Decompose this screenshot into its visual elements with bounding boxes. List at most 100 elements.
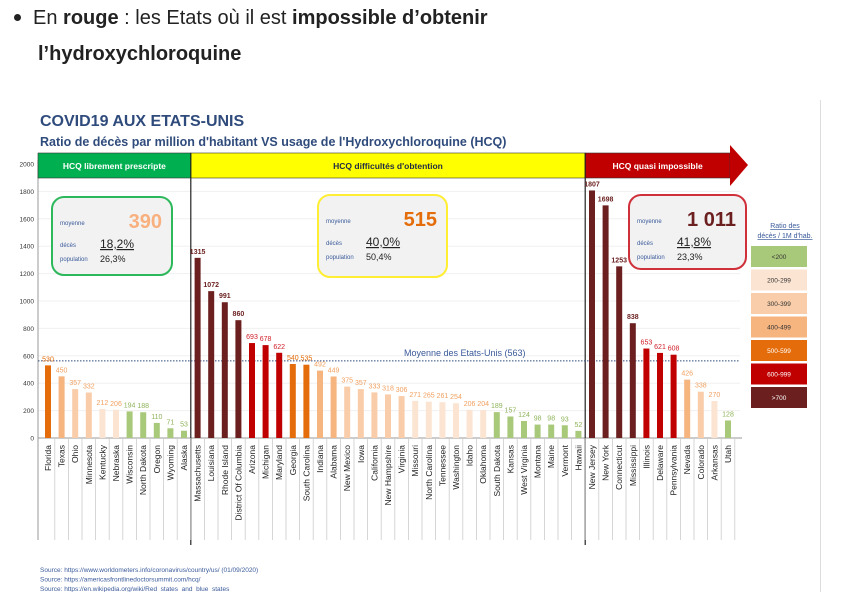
group-header-1	[190, 152, 586, 179]
bar-value-label: 608	[668, 346, 680, 353]
bar-indiana	[317, 370, 323, 438]
image-border	[820, 100, 821, 592]
stats-moyenne-value: 515	[404, 209, 437, 231]
bar-value-label: 204	[477, 401, 489, 408]
bar-missouri	[412, 400, 419, 438]
y-tick-label: 1000	[20, 299, 35, 306]
bar-value-label: 53	[180, 422, 188, 429]
stats-population-label: population	[326, 255, 354, 261]
bar-value-label: 693	[246, 334, 258, 341]
bar-montana	[534, 424, 541, 438]
state-label: Missouri	[410, 445, 420, 477]
bar-colorado	[697, 391, 704, 438]
bar-value-label: 357	[355, 380, 367, 387]
bar-michigan	[262, 345, 269, 438]
legend-title: Ratio des	[770, 223, 800, 230]
state-label: South Carolina	[301, 445, 311, 502]
bar-value-label: 52	[575, 422, 583, 429]
state-label: Florida	[43, 445, 53, 471]
bar-new-york	[602, 205, 609, 438]
y-tick-label: 1800	[20, 189, 35, 196]
y-tick-label: 400	[23, 381, 34, 388]
y-tick-label: 200	[23, 408, 34, 415]
legend-label: >700	[772, 395, 787, 402]
stats-population-value: 50,4%	[366, 252, 392, 262]
legend-swatch	[751, 387, 807, 408]
bar-virginia	[398, 396, 405, 438]
y-tick-label: 1400	[20, 244, 35, 251]
bar-mississippi	[629, 323, 636, 438]
stats-population-value: 26,3%	[100, 254, 126, 264]
bar-tennessee	[439, 402, 446, 438]
bar-south-dakota	[493, 412, 500, 438]
stats-population-label: population	[60, 257, 88, 263]
bar-idaho	[466, 409, 473, 438]
state-label: Minnesota	[84, 445, 94, 484]
stats-box	[628, 194, 747, 270]
bar-value-label: 621	[654, 344, 666, 351]
legend-swatch	[751, 293, 807, 314]
legend-label: 200-299	[767, 278, 791, 285]
state-label: Utah	[723, 445, 733, 463]
state-label: Wisconsin	[125, 445, 135, 484]
stats-population-label: population	[637, 255, 665, 261]
bar-north-carolina	[425, 401, 432, 438]
bar-value-label: 71	[167, 419, 175, 426]
state-label: California	[369, 445, 379, 481]
stats-moyenne-label: moyenne	[60, 221, 85, 227]
state-label: Iowa	[356, 445, 366, 463]
bar-new-jersey	[589, 190, 595, 438]
state-label: Illinois	[641, 445, 651, 469]
state-label: Indiana	[315, 445, 325, 473]
bar-wisconsin	[126, 411, 133, 438]
group-header-label: HCQ librement prescripte	[63, 161, 166, 171]
bar-value-label: 375	[341, 378, 353, 385]
bar-west-virginia	[521, 421, 527, 438]
bar-pennsylvania	[670, 354, 677, 438]
legend-swatch	[751, 363, 807, 385]
bar-value-label: 860	[233, 311, 245, 318]
state-label: Oklahoma	[478, 445, 488, 484]
state-label: Idaho	[465, 445, 475, 467]
bar-utah	[725, 420, 731, 438]
bar-hawaii	[575, 430, 582, 438]
bar-value-label: 98	[547, 416, 555, 423]
state-label: Connecticut	[614, 444, 624, 490]
state-label: Tennessee	[437, 445, 447, 486]
bar-nebraska	[113, 409, 119, 438]
bar-arizona	[249, 343, 255, 438]
state-label: North Carolina	[424, 445, 434, 500]
bar-value-label: 1315	[190, 249, 206, 256]
bar-value-label: 653	[641, 340, 653, 347]
state-label: Kansas	[505, 445, 515, 473]
bar-illinois	[643, 348, 650, 438]
legend-label: 400-499	[767, 325, 791, 332]
state-label: Georgia	[288, 445, 298, 476]
source-text: Source: https://en.wikipedia.org/wiki/Re…	[40, 586, 230, 592]
bar-value-label: 206	[464, 401, 476, 408]
state-label: Mississippi	[628, 445, 638, 486]
bold-text: l’hydroxychloroquine	[38, 43, 242, 65]
bar-vermont	[561, 425, 568, 438]
state-label: Alabama	[329, 445, 339, 479]
state-label: South Dakota	[492, 445, 502, 497]
state-label: Alaska	[179, 445, 189, 471]
bar-value-label: 110	[151, 414, 162, 421]
bar-value-label: 492	[314, 362, 326, 369]
bar-value-label: 426	[681, 371, 693, 378]
state-label: Delaware	[655, 445, 665, 481]
state-label: Vermont	[560, 444, 570, 476]
bar-maine	[548, 424, 555, 438]
bar-texas	[58, 376, 65, 438]
text: : les Etats où il est	[118, 7, 293, 29]
bar-florida	[45, 365, 51, 438]
state-label: New Hampshire	[383, 445, 393, 506]
bar-georgia	[289, 364, 296, 438]
bar-value-label: 306	[396, 387, 408, 394]
bar-value-label: 271	[409, 392, 421, 399]
bold-text: impossible d’obtenir	[292, 7, 488, 29]
bar-wyoming	[167, 428, 174, 438]
bar-delaware	[657, 352, 663, 438]
state-label: Nevada	[682, 445, 692, 475]
y-tick-label: 1200	[20, 271, 35, 278]
